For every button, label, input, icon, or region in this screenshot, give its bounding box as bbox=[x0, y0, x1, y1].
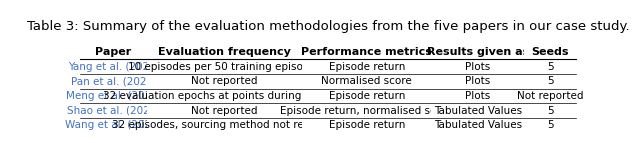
Text: Table 3: Summary of the evaluation methodologies from the five papers in our cas: Table 3: Summary of the evaluation metho… bbox=[27, 20, 629, 33]
